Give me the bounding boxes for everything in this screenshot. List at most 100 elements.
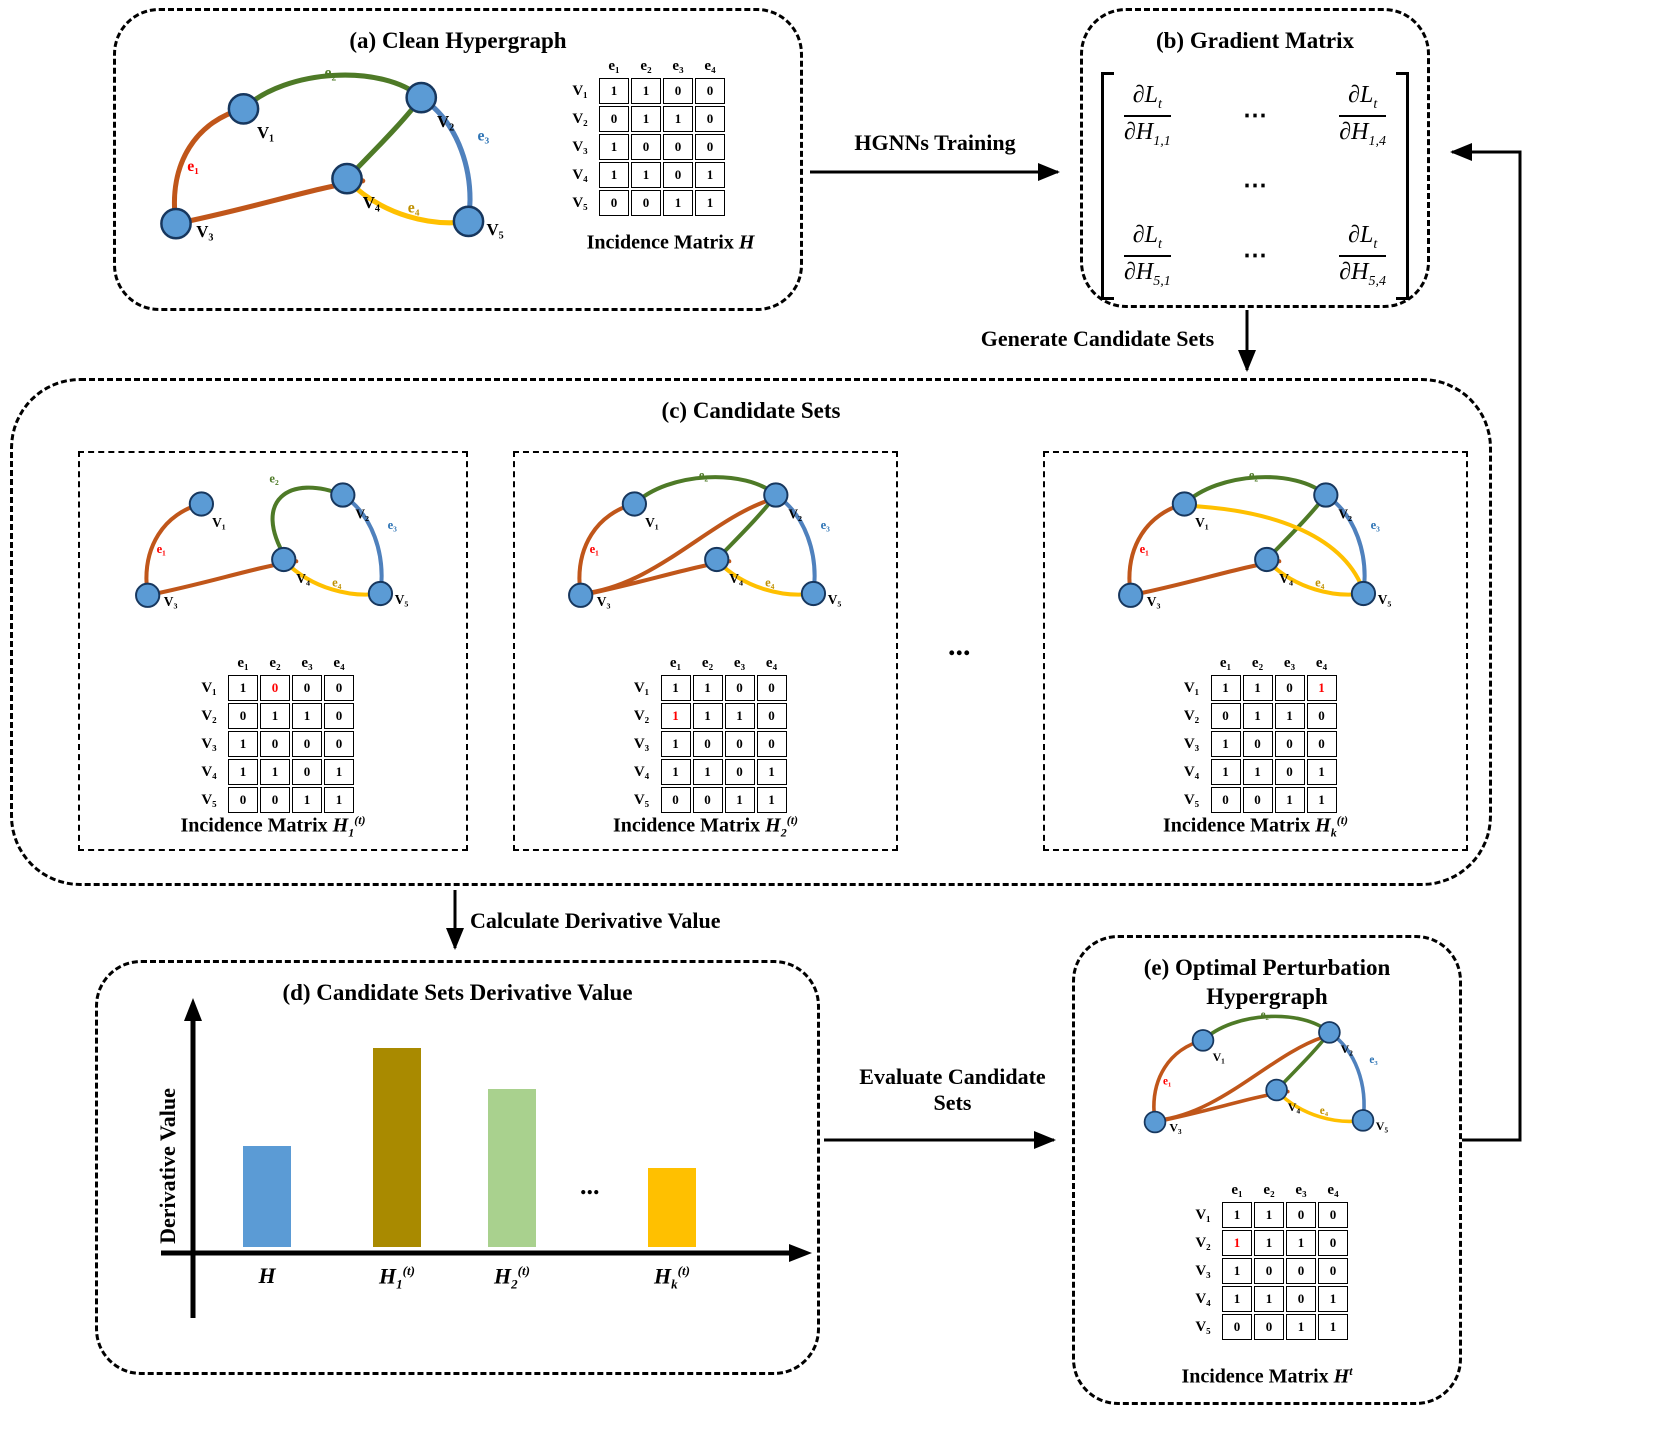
matrix-row-label: V₅ — [1195, 1318, 1211, 1335]
node-label-v3: V₃ — [1146, 594, 1160, 609]
incidence-matrix-h1t: e₁ e₂ e₃ e₄ V₁ 1 0 0 0 V₂ 0 1 1 0 V₃ 1 0 0 0 V₄ 1 1 0 1 V₅ 0 0 1 1 — [192, 653, 354, 813]
node-label-v3: V₃ — [1169, 1121, 1182, 1135]
node-v1 — [1191, 1029, 1215, 1052]
matrix-row-label: V₁ — [1195, 1206, 1211, 1223]
matrix-cell: 1 — [1306, 787, 1337, 813]
evaluate-label-line2: Sets — [933, 1090, 972, 1115]
den-sub: 5,4 — [1368, 273, 1387, 289]
num-base: ∂L — [1132, 81, 1159, 108]
node-v4 — [1265, 1078, 1288, 1102]
matrix-row-label: V₄ — [1183, 763, 1200, 780]
gradient-row-bottom: ∂Lt ∂H5,1 ⋯ ∂Lt ∂H5,4 — [1124, 222, 1386, 290]
node-label-v2: V₂ — [355, 506, 369, 521]
node-label-v1: V₁ — [212, 515, 226, 530]
matrix-row-label: V₄ — [633, 763, 650, 780]
node-label-v5: V₅ — [1376, 1119, 1389, 1133]
den-sub: 1,1 — [1153, 133, 1171, 149]
matrix-cell: 1 — [660, 731, 691, 757]
caption-incidence-matrix-h2t: Incidence Matrix H2(t) — [515, 813, 896, 841]
matrix-cell: 1 — [599, 134, 629, 160]
caption-sup: (t) — [1336, 813, 1349, 828]
matrix-cell: 1 — [1222, 1230, 1252, 1256]
matrix-cell: 0 — [1242, 731, 1273, 757]
caption-prefix: Incidence Matrix — [1162, 815, 1316, 837]
den-sub: 1,4 — [1368, 133, 1387, 149]
matrix-row-label: V₃ — [201, 735, 217, 752]
node-label-v2: V₂ — [437, 112, 454, 131]
matrix-col-header: e₁ — [1231, 1181, 1243, 1198]
node-v5 — [452, 205, 485, 238]
matrix-cell: 1 — [663, 190, 693, 216]
node-v2 — [330, 482, 356, 508]
chart-xlabel-3: H2(t) — [494, 1263, 530, 1292]
chart-xlabels-layer: H H1(t) H2(t) Hk(t) — [98, 1263, 817, 1303]
matrix-cell: 1 — [1274, 787, 1305, 813]
matrix-col-header: e₄ — [1327, 1181, 1339, 1198]
caption-incidence-matrix-h1t: Incidence Matrix H1(t) — [80, 813, 466, 841]
bracket-right — [1396, 71, 1409, 300]
edge-label-e4: e₄ — [332, 575, 342, 589]
matrix-cell: 0 — [660, 787, 691, 813]
matrix-cell: 0 — [1254, 1258, 1284, 1284]
matrix-row-label: V₂ — [201, 707, 217, 724]
matrix-cell: 0 — [1254, 1314, 1284, 1340]
hypergraph-clean: e₁ e₂ e₃ e₄ V₁ V₂ V₃ V₄ V₅ — [160, 64, 504, 241]
candidate-sets-ellipsis: ... — [948, 629, 971, 662]
caption-symbol: H — [765, 815, 781, 837]
num-base: ∂L — [1348, 221, 1374, 248]
node-v3 — [1117, 582, 1143, 608]
edge-label-e1: e₁ — [589, 542, 599, 556]
matrix-cell: 0 — [1274, 759, 1305, 785]
matrix-cell: 0 — [695, 134, 725, 160]
matrix-col-header: e₄ — [333, 654, 345, 671]
node-v1 — [621, 491, 647, 517]
candidate-subpanel-2: e₁ e₂ e₃ e₄ V₁ V₂ V₃ V₄ V₅ e₁ e₂ e₃ e₄ V₁ 1 1 0… — [513, 451, 898, 851]
matrix-col-header: e₂ — [269, 654, 281, 671]
matrix-cell: 1 — [692, 703, 723, 729]
matrix-cell: 1 — [631, 78, 661, 104]
matrix-cell: 1 — [292, 703, 322, 729]
matrix-cell: 0 — [1306, 703, 1337, 729]
den-base: ∂H — [1124, 118, 1154, 145]
caption-prefix: Incidence Matrix — [180, 815, 333, 837]
matrix-col-header: e₁ — [608, 57, 620, 74]
panel-candidate-sets: (c) Candidate Sets e₁ e₂ e₃ e₄ V₁ V₂ V₃ … — [10, 378, 1492, 886]
matrix-col-header: e₃ — [1295, 1181, 1307, 1198]
panel-a-title: (a) Clean Hypergraph — [349, 28, 567, 53]
matrix-col-header: e₂ — [1263, 1181, 1275, 1198]
edge-label-e4: e₄ — [408, 199, 420, 216]
gradient-term-5-1: ∂Lt ∂H5,1 — [1124, 222, 1171, 290]
matrix-cell: 1 — [228, 731, 258, 757]
matrix-cell: 1 — [692, 675, 723, 701]
matrix-row-label: V₅ — [572, 194, 588, 211]
matrix-col-header: e₃ — [672, 57, 684, 74]
matrix-cell: 1 — [292, 787, 322, 813]
matrix-cell: 1 — [1306, 675, 1337, 701]
matrix-cell: 1 — [1286, 1230, 1316, 1256]
matrix-cell: 1 — [1222, 1286, 1252, 1312]
incidence-matrix-h2t: e₁ e₂ e₃ e₄ V₁ 1 1 0 0 V₂ 1 1 1 0 V₃ 1 0 0 0 V₄ 1 1 0 1 V₅ 0 0 1 1 — [625, 653, 787, 813]
hypergraph-optimal: e₁ e₂ e₃ e₄ V₁ V₂ V₃ V₄ V₅ — [1143, 1009, 1389, 1135]
matrix-row-label: V₂ — [1195, 1234, 1211, 1251]
arrow-label-calculate-derivative-value: Calculate Derivative Value — [470, 908, 721, 933]
node-v4 — [703, 546, 729, 573]
dots-bottom: ⋯ — [1243, 243, 1267, 270]
chart-xlabel-2: H1(t) — [379, 1263, 415, 1292]
edge-label-e3: e₃ — [388, 518, 398, 532]
matrix-cell: 0 — [228, 787, 258, 813]
node-v4 — [1253, 546, 1279, 573]
node-v3 — [135, 582, 161, 608]
node-v2 — [762, 482, 788, 508]
matrix-cell: 0 — [260, 675, 290, 701]
edge-label-e2: e₂ — [1261, 1009, 1270, 1021]
matrix-cell: 1 — [1242, 759, 1273, 785]
matrix-cell: 0 — [724, 731, 755, 757]
matrix-cell: 1 — [724, 787, 755, 813]
matrix-row-label: V₃ — [572, 138, 588, 155]
matrix-cell: 0 — [292, 731, 322, 757]
matrix-cell: 1 — [1210, 759, 1241, 785]
caption-prefix: Incidence Matrix — [586, 231, 739, 254]
caption-sup: (t) — [354, 813, 366, 828]
matrix-cell: 0 — [1274, 675, 1305, 701]
